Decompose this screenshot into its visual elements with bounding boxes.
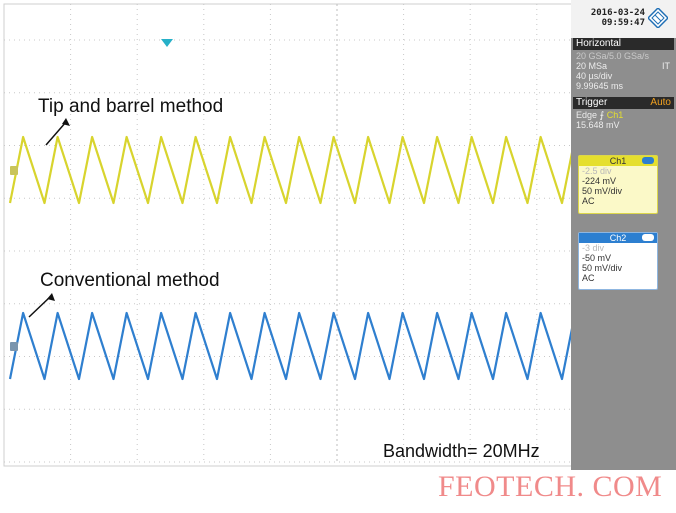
- trigger-info[interactable]: Edge ⨍ Ch1 15.648 mV: [573, 110, 674, 130]
- ch2-ground-marker[interactable]: [10, 342, 20, 351]
- trigger-position-marker[interactable]: [161, 39, 173, 47]
- sample-rate: 20 GSa/5.0 GSa/s: [576, 51, 650, 61]
- trigger-level: 15.648 mV: [576, 120, 620, 130]
- conventional-arrow: [28, 296, 51, 318]
- ch2-scale: 50 mV/div: [582, 263, 623, 273]
- ch2-offset-div: -3 div: [582, 243, 605, 253]
- time-text: 09:59:47: [601, 18, 645, 28]
- horizontal-position: 9.99645 ms: [576, 81, 624, 91]
- rising-edge-icon: ⨍: [599, 110, 605, 120]
- ch1-ground-marker[interactable]: [10, 166, 20, 175]
- conventional-label: Conventional method: [40, 270, 220, 291]
- ch2-toggle-icon[interactable]: [642, 234, 654, 241]
- bandwidth-label: Bandwidth= 20MHz: [383, 441, 540, 461]
- watermark-text: FEOTECH. COM: [438, 470, 663, 503]
- horizontal-info[interactable]: 20 GSa/5.0 GSa/s 20 MSa IT 40 µs/div 9.99…: [573, 51, 674, 91]
- ch1-offset: -224 mV: [582, 176, 617, 186]
- trigger-header[interactable]: Trigger Auto: [573, 97, 674, 109]
- tip-barrel-arrow: [45, 121, 67, 146]
- ch2-title: Ch2: [609, 233, 627, 243]
- ch1-settings-box[interactable]: Ch1 -2.5 div -224 mV 50 mV/div AC: [578, 155, 658, 214]
- ch2-title-bar: Ch2: [579, 233, 657, 243]
- ch1-offset-div: -2.5 div: [582, 166, 612, 176]
- trigger-mode: Auto: [650, 97, 671, 108]
- ch1-coupling: AC: [582, 196, 595, 206]
- ch1-waveform: [8, 135, 668, 205]
- ch1-title-bar: Ch1: [579, 156, 657, 166]
- record-length: 20 MSa: [576, 61, 608, 71]
- rohde-schwarz-logo-icon[interactable]: [648, 8, 668, 28]
- ch1-toggle-icon[interactable]: [642, 157, 654, 164]
- trigger-source: Ch1: [606, 110, 624, 120]
- ch2-settings-box[interactable]: Ch2 -3 div -50 mV 50 mV/div AC: [578, 232, 658, 290]
- record-tag: IT: [662, 61, 670, 71]
- trigger-title: Trigger: [576, 97, 608, 108]
- ch2-offset: -50 mV: [582, 253, 612, 263]
- horizontal-header[interactable]: Horizontal: [573, 38, 674, 50]
- conventional-arrowhead: [47, 293, 55, 301]
- ch2-coupling: AC: [582, 273, 595, 283]
- timestamp: 2016-03-24 09:59:47: [575, 8, 645, 28]
- horizontal-title: Horizontal: [576, 38, 622, 49]
- date-text: 2016-03-24: [590, 8, 645, 18]
- tip-barrel-label: Tip and barrel method: [38, 96, 224, 117]
- ch2-waveform: [8, 311, 668, 381]
- trigger-type: Edge: [576, 110, 598, 120]
- ch1-scale: 50 mV/div: [582, 186, 623, 196]
- ch1-title: Ch1: [609, 156, 627, 166]
- record-length-row: 20 MSa IT: [576, 61, 674, 71]
- tip-barrel-arrowhead: [62, 118, 70, 126]
- trigger-source-row: Edge ⨍ Ch1: [576, 110, 674, 120]
- time-scale: 40 µs/div: [576, 71, 613, 81]
